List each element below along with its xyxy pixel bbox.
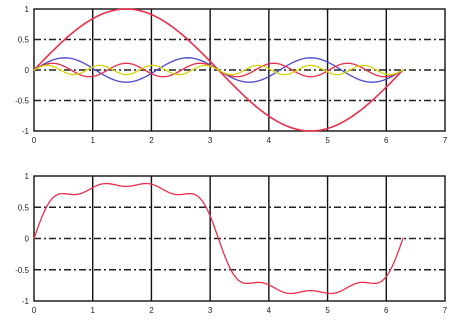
x-tick-label: 4 bbox=[267, 136, 272, 145]
x-tick-label: 0 bbox=[32, 306, 37, 315]
x-tick-label: 1 bbox=[90, 306, 95, 315]
x-tick-label: 4 bbox=[267, 306, 272, 315]
x-tick-label: 2 bbox=[149, 306, 154, 315]
top-panel-harmonics-chart: 0 1 2 3 4 5 6 7 -1 -0.5 0 0.5 1 bbox=[15, 5, 448, 145]
y-tick-label: 1 bbox=[25, 172, 30, 181]
x-tick-label: 0 bbox=[32, 136, 37, 145]
x-tick-label: 5 bbox=[325, 306, 330, 315]
x-tick-label: 5 bbox=[325, 136, 330, 145]
y-tick-label: 0.5 bbox=[18, 203, 30, 212]
series-line bbox=[33, 182, 404, 295]
x-tick-label: 2 bbox=[149, 136, 154, 145]
x-tick-label: 1 bbox=[90, 136, 95, 145]
y-tick-label: 0 bbox=[25, 235, 30, 244]
x-tick-label: 6 bbox=[384, 306, 389, 315]
x-tick-label: 7 bbox=[443, 306, 448, 315]
x-tick-label: 3 bbox=[208, 136, 213, 145]
x-tick-label: 7 bbox=[443, 136, 448, 145]
bottom-panel-sum-chart: 0 1 2 3 4 5 6 7 -1 -0.5 0 0.5 1 bbox=[15, 172, 448, 315]
y-tick-label: 0 bbox=[25, 66, 30, 75]
x-tick-label: 6 bbox=[384, 136, 389, 145]
y-tick-label: -1 bbox=[22, 127, 30, 136]
y-tick-label: 0.5 bbox=[18, 36, 30, 45]
y-tick-label: -1 bbox=[22, 297, 30, 306]
x-tick-label: 3 bbox=[208, 306, 213, 315]
y-tick-label: -0.5 bbox=[15, 97, 29, 106]
y-tick-label: 1 bbox=[25, 5, 30, 14]
series-line bbox=[33, 64, 404, 76]
y-tick-label: -0.5 bbox=[15, 266, 29, 275]
